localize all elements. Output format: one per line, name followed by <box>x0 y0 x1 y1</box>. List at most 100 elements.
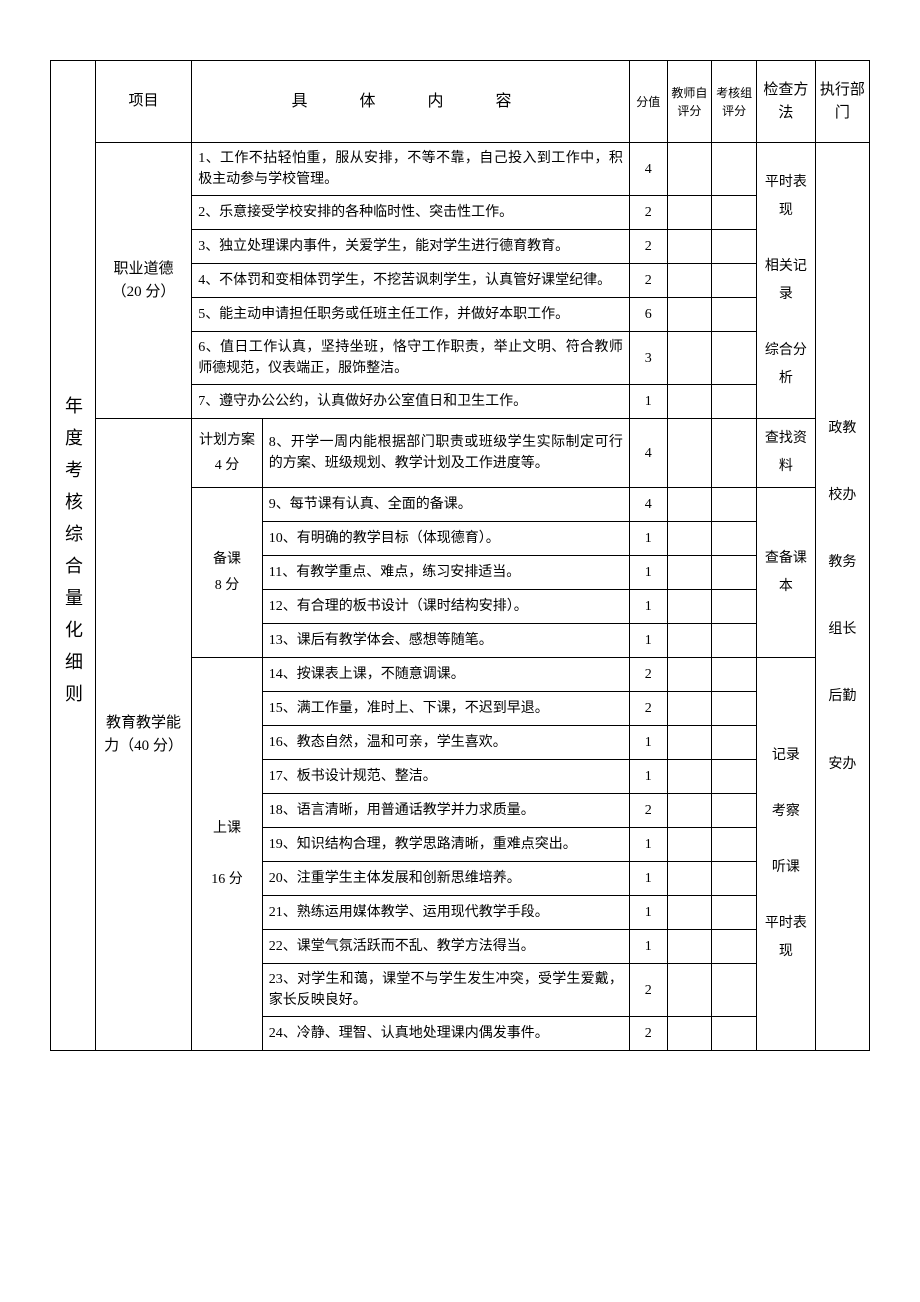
subcat-plan: 计划方案 4 分 <box>192 419 263 488</box>
self-eval-cell <box>667 624 712 658</box>
score-cell: 1 <box>629 522 667 556</box>
group-eval-cell <box>712 419 757 488</box>
score-cell: 1 <box>629 726 667 760</box>
score-cell: 1 <box>629 896 667 930</box>
score-cell: 3 <box>629 332 667 385</box>
content-cell: 24、冷静、理智、认真地处理课内偶发事件。 <box>262 1017 629 1051</box>
score-cell: 1 <box>629 556 667 590</box>
content-cell: 23、对学生和蔼，课堂不与学生发生冲突，受学生爱戴，家长反映良好。 <box>262 964 629 1017</box>
self-eval-cell <box>667 692 712 726</box>
content-cell: 3、独立处理课内事件，关爱学生，能对学生进行德育教育。 <box>192 230 630 264</box>
group-eval-cell <box>712 488 757 522</box>
content-cell: 14、按课表上课，不随意调课。 <box>262 658 629 692</box>
score-cell: 2 <box>629 692 667 726</box>
self-eval-cell <box>667 196 712 230</box>
category-ethics: 职业道德（20 分） <box>95 143 191 419</box>
content-cell: 7、遵守办公公约，认真做好办公室值日和卫生工作。 <box>192 385 630 419</box>
content-cell: 4、不体罚和变相体罚学生，不挖苦讽刺学生，认真管好课堂纪律。 <box>192 264 630 298</box>
method-class: 记录 考察 听课 平时表现 <box>756 658 815 1051</box>
table-row: 职业道德（20 分） 1、工作不拈轻怕重，服从安排，不等不靠，自己投入到工作中，… <box>51 143 870 196</box>
score-cell: 2 <box>629 794 667 828</box>
self-eval-cell <box>667 264 712 298</box>
self-eval-cell <box>667 964 712 1017</box>
score-cell: 1 <box>629 760 667 794</box>
content-cell: 15、满工作量，准时上、下课，不迟到早退。 <box>262 692 629 726</box>
header-dept: 执行部门 <box>815 61 869 143</box>
method-plan: 查找资料 <box>756 419 815 488</box>
content-cell: 18、语言清晰，用普通话教学并力求质量。 <box>262 794 629 828</box>
score-cell: 2 <box>629 196 667 230</box>
group-eval-cell <box>712 828 757 862</box>
score-cell: 1 <box>629 385 667 419</box>
content-cell: 6、值日工作认真，坚持坐班，恪守工作职责，举止文明、符合教师师德规范，仪表端正，… <box>192 332 630 385</box>
group-eval-cell <box>712 726 757 760</box>
self-eval-cell <box>667 488 712 522</box>
header-group-eval: 考核组评分 <box>712 61 757 143</box>
group-eval-cell <box>712 264 757 298</box>
method-prepare: 查备课本 <box>756 488 815 658</box>
group-eval-cell <box>712 862 757 896</box>
self-eval-cell <box>667 828 712 862</box>
content-cell: 22、课堂气氛活跃而不乱、教学方法得当。 <box>262 930 629 964</box>
group-eval-cell <box>712 385 757 419</box>
content-cell: 12、有合理的板书设计（课时结构安排）。 <box>262 590 629 624</box>
header-self-eval: 教师自评分 <box>667 61 712 143</box>
self-eval-cell <box>667 930 712 964</box>
self-eval-cell <box>667 230 712 264</box>
content-cell: 13、课后有教学体会、感想等随笔。 <box>262 624 629 658</box>
evaluation-table: 年度考核综合量化细则 项目 具 体 内 容 分值 教师自评分 考核组评分 检查方… <box>50 60 870 1051</box>
self-eval-cell <box>667 143 712 196</box>
score-cell: 4 <box>629 488 667 522</box>
score-cell: 1 <box>629 590 667 624</box>
score-cell: 2 <box>629 658 667 692</box>
content-cell: 17、板书设计规范、整洁。 <box>262 760 629 794</box>
group-eval-cell <box>712 658 757 692</box>
group-eval-cell <box>712 298 757 332</box>
self-eval-cell <box>667 794 712 828</box>
group-eval-cell <box>712 896 757 930</box>
category-ability: 教育教学能力（40 分） <box>95 419 191 1051</box>
group-eval-cell <box>712 590 757 624</box>
group-eval-cell <box>712 230 757 264</box>
self-eval-cell <box>667 1017 712 1051</box>
self-eval-cell <box>667 385 712 419</box>
self-eval-cell <box>667 896 712 930</box>
group-eval-cell <box>712 522 757 556</box>
group-eval-cell <box>712 143 757 196</box>
header-project: 项目 <box>95 61 191 143</box>
score-cell: 2 <box>629 264 667 298</box>
group-eval-cell <box>712 760 757 794</box>
header-score: 分值 <box>629 61 667 143</box>
method-ethics: 平时表现 相关记录 综合分析 <box>756 143 815 419</box>
self-eval-cell <box>667 522 712 556</box>
table-row: 教育教学能力（40 分） 计划方案 4 分 8、开学一周内能根据部门职责或班级学… <box>51 419 870 488</box>
group-eval-cell <box>712 794 757 828</box>
subcat-prepare: 备课 8 分 <box>192 488 263 658</box>
score-cell: 1 <box>629 862 667 896</box>
dept-cell: 政教 校办 教务 组长 后勤 安办 <box>815 143 869 1051</box>
group-eval-cell <box>712 692 757 726</box>
self-eval-cell <box>667 658 712 692</box>
content-cell: 9、每节课有认真、全面的备课。 <box>262 488 629 522</box>
score-cell: 4 <box>629 419 667 488</box>
content-cell: 20、注重学生主体发展和创新思维培养。 <box>262 862 629 896</box>
content-cell: 1、工作不拈轻怕重，服从安排，不等不靠，自己投入到工作中，积极主动参与学校管理。 <box>192 143 630 196</box>
score-cell: 2 <box>629 230 667 264</box>
self-eval-cell <box>667 419 712 488</box>
header-content: 具 体 内 容 <box>192 61 630 143</box>
score-cell: 6 <box>629 298 667 332</box>
content-cell: 16、教态自然，温和可亲，学生喜欢。 <box>262 726 629 760</box>
group-eval-cell <box>712 196 757 230</box>
header-row: 年度考核综合量化细则 项目 具 体 内 容 分值 教师自评分 考核组评分 检查方… <box>51 61 870 143</box>
subcat-class: 上课 16 分 <box>192 658 263 1051</box>
group-eval-cell <box>712 1017 757 1051</box>
group-eval-cell <box>712 964 757 1017</box>
content-cell: 19、知识结构合理，教学思路清晰，重难点突出。 <box>262 828 629 862</box>
score-cell: 2 <box>629 1017 667 1051</box>
score-cell: 4 <box>629 143 667 196</box>
self-eval-cell <box>667 590 712 624</box>
group-eval-cell <box>712 332 757 385</box>
score-cell: 1 <box>629 930 667 964</box>
self-eval-cell <box>667 726 712 760</box>
score-cell: 1 <box>629 624 667 658</box>
